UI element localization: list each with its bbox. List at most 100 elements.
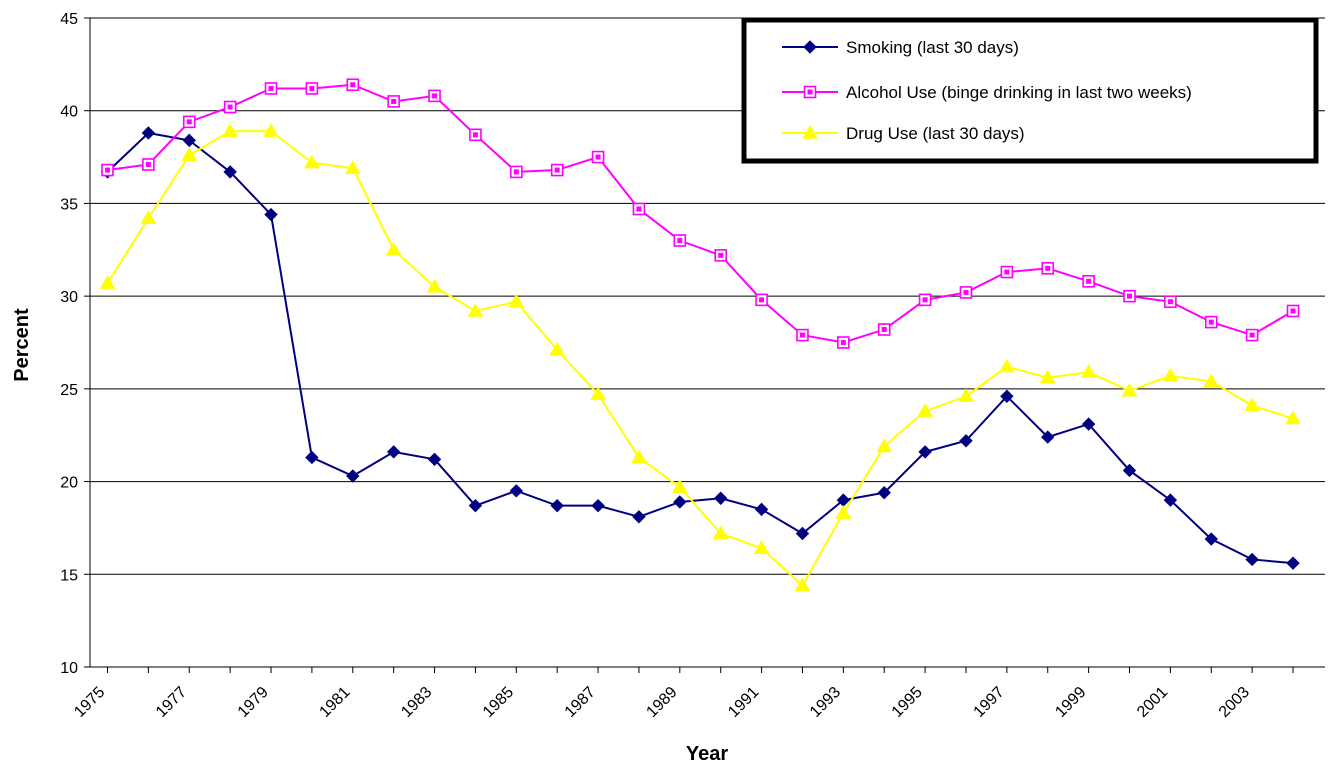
data-point	[1244, 397, 1261, 412]
data-point	[591, 498, 605, 513]
data-point	[387, 95, 400, 108]
data-point	[795, 526, 810, 541]
data-point	[385, 241, 402, 256]
data-point	[673, 234, 687, 247]
x-tick-label: 1985	[480, 684, 517, 721]
y-tick-label: 25	[60, 382, 78, 399]
x-axis-title: Year	[686, 743, 728, 765]
data-point	[344, 160, 361, 174]
y-tick-label: 10	[60, 660, 78, 677]
data-point	[1204, 315, 1218, 329]
data-point	[671, 479, 688, 493]
data-point	[181, 147, 198, 161]
data-point	[712, 525, 729, 540]
data-point	[305, 450, 319, 465]
data-point	[1162, 367, 1179, 382]
legend-marker	[803, 40, 817, 54]
series-2	[99, 123, 1301, 592]
legend-marker	[803, 85, 817, 99]
x-tick-label: 2003	[1216, 684, 1253, 721]
data-point	[222, 123, 239, 137]
data-point	[1081, 417, 1096, 431]
x-tick-label: 2001	[1134, 684, 1171, 721]
data-point	[632, 202, 646, 216]
data-point	[876, 438, 893, 453]
series-1	[101, 78, 1300, 349]
data-point	[508, 293, 525, 308]
data-point	[1041, 430, 1055, 444]
data-point	[1245, 552, 1259, 567]
data-point	[755, 293, 768, 307]
legend: Smoking (last 30 days) Alcohol Use (binge…	[741, 17, 1319, 164]
data-point	[550, 163, 564, 177]
data-point	[918, 293, 932, 307]
data-point	[140, 210, 157, 225]
gridlines	[90, 17, 1325, 575]
data-point	[1286, 556, 1300, 570]
data-point	[591, 150, 605, 164]
data-point	[101, 163, 114, 177]
data-point	[1164, 295, 1177, 309]
data-point	[1039, 369, 1056, 384]
y-tick-label: 35	[60, 196, 78, 213]
x-tick-label: 1997	[970, 684, 1007, 721]
y-axis-title: Percent	[11, 308, 33, 382]
data-point	[1163, 493, 1178, 507]
legend-marker	[802, 124, 818, 139]
data-point	[1204, 532, 1218, 546]
data-point	[837, 336, 850, 349]
data-point	[386, 445, 401, 459]
data-point	[346, 469, 360, 483]
data-point	[1286, 304, 1300, 318]
data-point	[632, 510, 646, 524]
x-tick-label: 1981	[316, 684, 353, 721]
data-point	[549, 341, 566, 356]
y-axis-ticks: 10 15 20 25 30 35 40 45	[60, 11, 90, 677]
y-tick-label: 15	[60, 567, 78, 584]
data-point	[877, 323, 891, 336]
x-tick-label: 1999	[1052, 684, 1089, 721]
data-point	[223, 100, 237, 114]
data-point	[469, 128, 482, 142]
data-point	[631, 449, 647, 464]
data-point	[182, 133, 196, 148]
legend-label: Smoking (last 30 days)	[846, 38, 1019, 57]
data-point	[959, 286, 973, 299]
data-point	[304, 154, 320, 169]
legend-item: Smoking (last 30 days)	[782, 38, 1019, 57]
data-point	[264, 207, 278, 222]
data-point	[305, 82, 319, 95]
data-point	[468, 498, 483, 513]
x-tick-label: 1977	[153, 684, 190, 721]
legend-box	[741, 17, 1319, 164]
x-tick-label: 1987	[562, 684, 599, 721]
data-point	[713, 491, 728, 505]
x-tick-label: 1983	[398, 684, 435, 721]
data-point	[590, 386, 606, 401]
data-point	[99, 275, 116, 289]
data-point	[427, 452, 442, 467]
series-line	[106, 131, 1294, 565]
data-point	[428, 89, 441, 103]
data-point	[1203, 373, 1220, 388]
legend-item: Alcohol Use (binge drinking in last two …	[782, 83, 1192, 102]
data-point	[1285, 410, 1301, 425]
data-point	[714, 249, 728, 262]
data-point	[959, 434, 973, 448]
data-point	[467, 302, 484, 317]
x-tick-label: 1995	[889, 684, 926, 721]
data-point	[1121, 382, 1138, 397]
data-point	[1000, 389, 1014, 403]
legend-item: Drug Use (last 30 days)	[782, 124, 1025, 143]
data-point	[509, 484, 524, 498]
data-point	[264, 82, 278, 95]
data-point	[141, 126, 156, 140]
legend-label: Drug Use (last 30 days)	[846, 124, 1025, 143]
data-point	[142, 158, 155, 171]
y-tick-label: 30	[60, 289, 78, 306]
data-point	[998, 358, 1015, 373]
data-point	[673, 495, 687, 509]
data-point	[877, 485, 891, 500]
x-tick-label: 1979	[235, 684, 272, 721]
data-point	[1080, 364, 1097, 378]
